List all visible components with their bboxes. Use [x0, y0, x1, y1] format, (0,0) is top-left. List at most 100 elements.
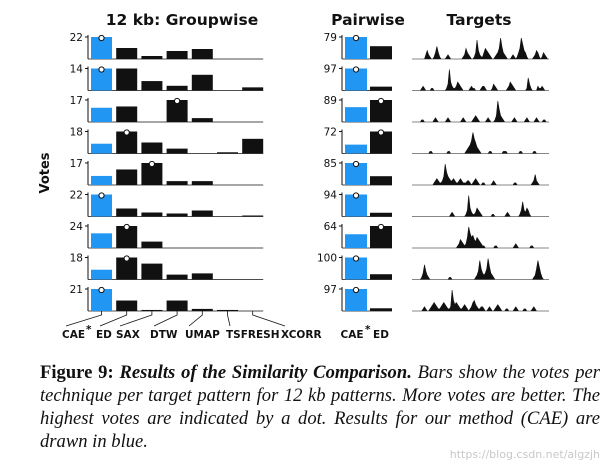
chart-row: 24 64 — [70, 221, 549, 249]
group-max-label: 24 — [70, 221, 84, 233]
pair-bar — [345, 194, 367, 217]
chart-row: 17 85 — [70, 158, 549, 186]
pair-max-label: 89 — [324, 95, 337, 107]
group-max-dot — [98, 34, 105, 42]
pair-max-label: 64 — [324, 221, 338, 233]
target-pattern — [412, 100, 549, 123]
group-bar — [141, 56, 163, 59]
target-pattern — [412, 163, 549, 186]
pair-max-dot — [377, 129, 385, 136]
group-category-leader — [65, 311, 102, 327]
pair-max-dot — [352, 192, 360, 199]
target-pattern — [412, 132, 549, 154]
group-max-dot — [98, 286, 105, 294]
pair-max-label: 85 — [324, 158, 337, 170]
group-bar — [191, 308, 213, 311]
group-bar — [166, 300, 188, 311]
group-max-dot — [174, 97, 181, 105]
group-bar — [91, 233, 112, 248]
group-bar — [116, 208, 138, 217]
target-pattern — [412, 69, 549, 91]
group-bar — [116, 226, 138, 248]
group-bar — [91, 194, 112, 217]
group-category-label: XCORR — [281, 329, 322, 341]
group-category-label: TSFRESH — [226, 329, 280, 341]
pair-bar — [345, 257, 367, 280]
pair-bar — [345, 68, 367, 91]
chart-row: 18 100 — [70, 253, 549, 280]
pair-bar — [345, 289, 367, 311]
group-bar — [91, 289, 112, 311]
group-bar — [116, 106, 138, 122]
chart-row: 17 89 — [70, 95, 549, 123]
pair-bar — [345, 144, 367, 154]
group-bar — [166, 85, 188, 91]
pair-max-label: 97 — [324, 64, 337, 76]
pair-max-dot — [352, 286, 360, 294]
pair-max-label: 79 — [324, 32, 337, 44]
targets-title: Targets — [447, 11, 512, 29]
group-category-label: SAX — [116, 329, 140, 341]
group-bar — [116, 48, 138, 59]
chart-row: 21 97 — [70, 284, 549, 312]
pair-max-dot — [377, 223, 385, 231]
pair-category-label: CAE — [340, 329, 363, 341]
pair-max-dot — [352, 160, 360, 168]
group-bar — [166, 181, 188, 185]
group-bar — [166, 148, 188, 154]
group-max-dot — [123, 223, 130, 231]
pair-max-dot — [377, 97, 385, 105]
pair-category-label: ED — [373, 329, 389, 341]
pairwise-title: Pairwise — [331, 11, 405, 29]
pair-bar — [370, 100, 392, 122]
pair-max-label: 97 — [324, 284, 337, 296]
group-bar — [116, 169, 138, 185]
target-pattern — [412, 226, 549, 249]
chart-row: 22 79 — [70, 32, 549, 60]
group-max-dot — [98, 192, 105, 199]
group-bar — [166, 213, 188, 217]
pair-bar — [370, 274, 392, 280]
pair-bar — [345, 37, 367, 59]
group-category-label: CAE — [62, 329, 85, 341]
group-bar — [141, 81, 163, 91]
group-bar — [116, 131, 138, 154]
group-max-dot — [148, 160, 155, 168]
pair-max-label: 100 — [317, 253, 337, 265]
pair-bar — [345, 163, 367, 185]
caption-label: Figure 9: — [40, 362, 114, 383]
group-bar — [91, 37, 112, 59]
group-bar — [141, 263, 163, 280]
chart-row: 18 72 — [70, 127, 549, 154]
watermark: https://blog.csdn.net/algzjh — [450, 448, 600, 461]
group-max-label: 21 — [70, 284, 83, 296]
target-pattern — [412, 37, 549, 60]
group-bar — [91, 175, 112, 185]
group-bar — [191, 118, 213, 122]
caption-title: Results of the Similarity Comparison. — [119, 362, 412, 383]
group-bar — [217, 152, 238, 154]
group-bar — [116, 300, 138, 311]
pair-bar — [370, 86, 392, 91]
group-max-label: 22 — [70, 32, 83, 44]
group-bar — [91, 68, 112, 91]
group-bar — [242, 215, 264, 217]
group-bar — [91, 269, 112, 280]
x-category-labels: CAE * ED SAX DTW UMAP TSFRESH XCORR CAE * ED — [62, 311, 389, 341]
y-axis-label: Votes — [38, 152, 53, 193]
pair-max-label: 72 — [324, 127, 337, 139]
group-bar — [191, 181, 213, 185]
group-bar — [191, 49, 213, 59]
groupwise-title: 12 kb: Groupwise — [106, 11, 258, 29]
chart-row: 14 97 — [70, 64, 549, 91]
group-bar — [191, 74, 213, 91]
pair-bar — [370, 226, 392, 248]
target-pattern — [412, 195, 549, 217]
group-bar — [191, 273, 213, 280]
group-max-dot — [123, 129, 130, 136]
group-bar — [217, 309, 238, 311]
figure-caption: Figure 9: Results of the Similarity Comp… — [40, 361, 600, 453]
group-bar — [116, 257, 138, 280]
group-category-leader — [227, 311, 231, 327]
